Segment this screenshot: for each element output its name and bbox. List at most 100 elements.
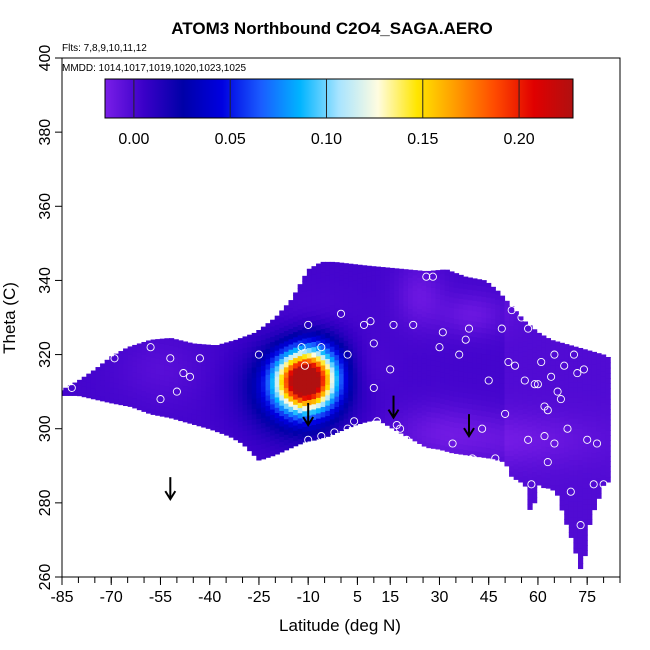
heat-cell xyxy=(320,401,326,407)
heat-cell xyxy=(357,298,363,305)
heat-cell xyxy=(320,406,326,413)
heat-cell xyxy=(362,406,368,413)
heat-cell xyxy=(316,355,322,362)
heat-cell xyxy=(509,419,515,425)
heat-cell xyxy=(555,417,561,424)
heat-cell xyxy=(371,368,377,375)
heat-cell xyxy=(343,319,349,326)
heat-cell xyxy=(421,404,427,411)
heat-cell xyxy=(398,318,404,325)
heat-cell xyxy=(463,449,469,456)
heat-cell xyxy=(311,284,317,291)
heat-cell xyxy=(247,414,253,421)
heat-cell xyxy=(564,508,570,515)
heat-cell xyxy=(509,460,515,467)
heat-cell xyxy=(334,338,340,345)
heat-cell xyxy=(343,329,349,336)
heat-cell xyxy=(325,261,331,266)
heat-cell xyxy=(146,355,152,362)
heat-cell xyxy=(339,331,345,338)
heat-cell xyxy=(467,325,473,332)
sample-point xyxy=(491,454,500,463)
heat-cell xyxy=(444,388,450,395)
sample-point xyxy=(254,350,263,359)
heat-cell xyxy=(453,297,460,304)
heat-cell xyxy=(444,347,450,354)
heat-cell xyxy=(555,474,561,481)
heat-cell xyxy=(444,342,450,349)
heat-cell xyxy=(407,282,414,289)
heat-cell xyxy=(219,428,225,434)
heat-cell xyxy=(449,343,455,350)
heat-cell xyxy=(150,357,156,364)
heat-cell xyxy=(191,419,198,425)
heat-cell xyxy=(288,380,294,387)
heat-cell xyxy=(118,368,124,375)
heat-cell xyxy=(591,390,597,396)
sample-point xyxy=(464,324,474,333)
heat-cell xyxy=(311,424,317,431)
heat-cell xyxy=(270,341,276,348)
heat-cell xyxy=(348,379,354,386)
heat-cell xyxy=(306,268,313,271)
heat-cell xyxy=(541,342,547,348)
heat-cell xyxy=(348,374,354,381)
heat-cell xyxy=(210,362,216,369)
heat-cell xyxy=(573,397,579,403)
heat-cell xyxy=(486,359,492,366)
heat-cell xyxy=(274,422,280,429)
x-tick-label: -25 xyxy=(247,589,270,606)
heat-cell xyxy=(362,365,368,371)
heat-cell xyxy=(237,379,244,386)
heat-cell xyxy=(421,383,427,390)
heat-cell xyxy=(573,537,579,544)
sample-point xyxy=(543,406,552,415)
heat-cell xyxy=(449,359,455,365)
heat-cell xyxy=(472,300,478,307)
heat-cell xyxy=(127,354,133,361)
heat-cell xyxy=(375,362,381,369)
heat-cell xyxy=(325,337,331,344)
heat-cell xyxy=(339,279,345,286)
heat-cell xyxy=(297,298,303,305)
heat-cell xyxy=(100,369,106,376)
heat-cell xyxy=(306,347,313,354)
heat-cell xyxy=(334,411,340,418)
heat-cell xyxy=(486,302,492,308)
heat-cell xyxy=(164,344,170,351)
heat-cell xyxy=(173,351,179,358)
heat-cell xyxy=(582,550,588,557)
heat-cell xyxy=(421,316,427,322)
heat-cell xyxy=(476,342,483,349)
heat-cell xyxy=(362,416,368,423)
heat-cell xyxy=(541,394,547,400)
heat-cell xyxy=(123,358,129,365)
heat-cell xyxy=(453,344,460,351)
heat-cell xyxy=(444,409,450,416)
heat-cell xyxy=(219,365,225,372)
heat-cell xyxy=(366,337,372,344)
heat-cell xyxy=(472,445,478,452)
heat-cell xyxy=(316,324,322,331)
heat-cell xyxy=(325,363,331,370)
heat-cell xyxy=(398,417,404,424)
heat-cell xyxy=(573,407,579,414)
sample-point xyxy=(533,380,542,389)
heat-cell xyxy=(329,403,336,409)
heat-cell xyxy=(389,370,395,377)
heat-cell xyxy=(582,488,588,494)
heat-cell xyxy=(518,316,524,322)
heat-cell xyxy=(293,357,299,364)
heat-cell xyxy=(398,396,404,403)
heat-cell xyxy=(550,474,556,481)
heat-cell xyxy=(362,282,368,288)
heat-cell xyxy=(339,399,345,406)
heat-cell xyxy=(205,376,211,383)
heat-cell xyxy=(435,396,441,403)
heat-cell xyxy=(605,476,611,483)
heat-cell xyxy=(233,361,239,368)
heat-cell xyxy=(532,357,538,364)
heat-cell xyxy=(334,281,340,288)
heat-cell xyxy=(343,309,349,315)
heat-cell xyxy=(228,426,234,433)
